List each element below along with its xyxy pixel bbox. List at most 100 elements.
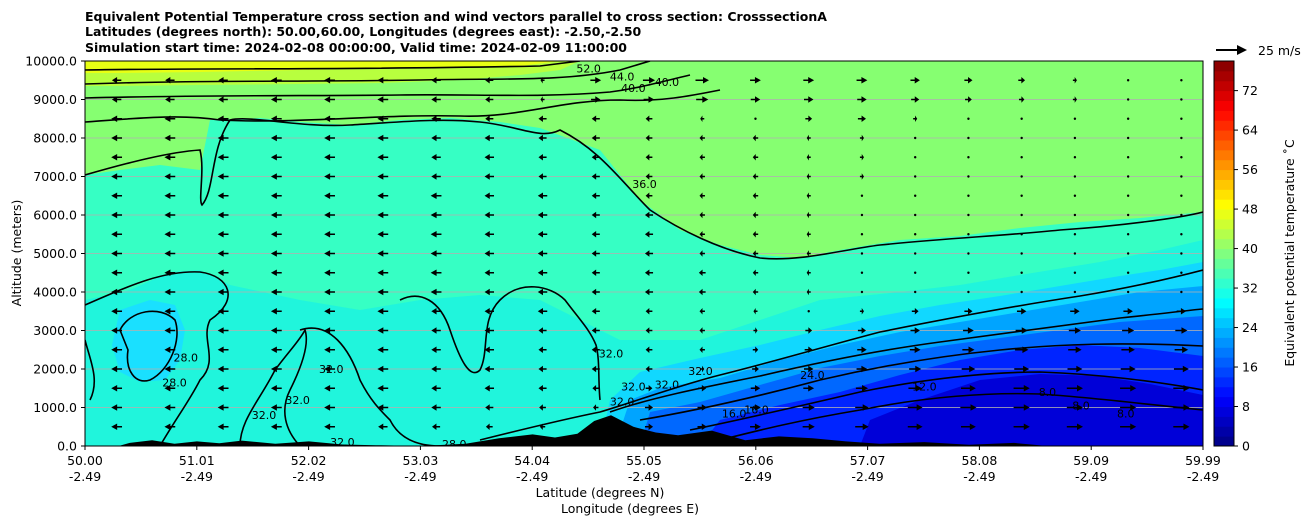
wind-vector <box>270 173 282 180</box>
wind-vector-head <box>1130 385 1137 392</box>
wind-vector <box>270 134 282 142</box>
wind-vector <box>270 385 282 392</box>
wind-vector <box>1020 117 1023 120</box>
x-tick-label-lon: -2.49 <box>628 469 660 484</box>
wind-vector <box>484 385 495 392</box>
wind-vector-head <box>164 423 171 430</box>
wind-vector-dot <box>1126 271 1130 274</box>
wind-vector <box>752 231 759 238</box>
wind-vector <box>164 308 176 315</box>
wind-vector-head <box>377 250 384 257</box>
wind-vector <box>1020 233 1023 236</box>
colorbar-tick-label: 32 <box>1242 281 1258 296</box>
wind-vector-head <box>431 365 437 373</box>
wind-vector <box>217 269 229 276</box>
wind-vector-head <box>755 327 758 334</box>
wind-vector-head <box>645 365 650 373</box>
wind-vector-head <box>324 327 331 334</box>
colorbar-segment <box>1214 357 1234 368</box>
wind-vector <box>644 288 654 296</box>
x-tick-label-lat: 52.02 <box>291 453 327 468</box>
wind-vector-head <box>537 250 543 257</box>
wind-vector <box>164 365 176 373</box>
wind-vector <box>377 211 389 219</box>
wind-vector <box>1180 271 1183 274</box>
wind-vector-head <box>111 96 118 103</box>
wind-vector <box>164 269 176 276</box>
wind-vector <box>644 423 654 430</box>
wind-vector-head <box>1183 423 1190 430</box>
wind-vector-head <box>1127 308 1133 315</box>
colorbar-segment <box>1214 436 1234 447</box>
wind-vector <box>857 346 867 353</box>
wind-vector-dot <box>967 117 970 120</box>
wind-vector <box>431 327 441 334</box>
wind-vector-head <box>324 231 331 238</box>
wind-vector-dot <box>1126 117 1130 120</box>
wind-vector <box>1015 327 1028 334</box>
wind-vector-head <box>752 134 756 142</box>
colorbar-segment <box>1214 416 1234 427</box>
wind-vector <box>1013 404 1030 411</box>
wind-vector <box>913 194 917 197</box>
wind-vector <box>859 154 864 161</box>
wind-vector <box>1020 213 1023 217</box>
wind-vector-head <box>484 231 490 238</box>
quiver-key-arrowhead <box>1237 45 1247 55</box>
wind-vector-head <box>645 346 650 353</box>
wind-vector-dot <box>1180 213 1183 217</box>
wind-vectors <box>111 77 1190 430</box>
wind-vector <box>164 385 176 392</box>
wind-vector-dot <box>1180 117 1183 120</box>
wind-vector-head <box>1182 365 1189 373</box>
colorbar-segment <box>1214 169 1234 180</box>
wind-vector <box>164 115 176 122</box>
wind-vector <box>591 250 600 257</box>
wind-vector <box>961 385 976 392</box>
y-tick-label: 2000.0 <box>33 362 77 377</box>
wind-vector-head <box>808 96 814 103</box>
colorbar-segment <box>1214 268 1234 279</box>
wind-vector <box>1073 213 1077 217</box>
contour-label: 28.0 <box>173 351 198 364</box>
wind-vector <box>111 134 123 142</box>
contour-line <box>609 308 1203 413</box>
wind-vector <box>910 77 920 84</box>
wind-vector <box>698 269 706 276</box>
wind-vector-head <box>485 423 490 430</box>
wind-vector <box>1018 96 1025 103</box>
wind-vector-head <box>702 77 709 84</box>
wind-vector-dot <box>1020 156 1023 159</box>
wind-vector <box>1121 346 1135 353</box>
wind-vector <box>644 404 654 411</box>
wind-vector <box>645 385 653 392</box>
wind-vector-head <box>806 154 809 161</box>
wind-vector-head <box>484 385 490 392</box>
wind-vector-head <box>645 115 650 122</box>
wind-vector-dot <box>1180 252 1183 255</box>
wind-vector <box>484 192 495 199</box>
wind-vector <box>1073 175 1077 178</box>
wind-vector <box>270 327 282 334</box>
wind-vector-head <box>164 327 171 334</box>
x-tick-label-lon: -2.49 <box>181 469 213 484</box>
wind-vector-head <box>700 115 703 122</box>
wind-vector <box>324 365 335 373</box>
wind-vector-dot <box>1126 213 1130 217</box>
wind-vector <box>645 154 653 161</box>
wind-vector <box>377 192 389 199</box>
contour-line <box>85 61 651 85</box>
wind-vector-head <box>377 96 384 103</box>
wind-vector <box>1180 79 1183 82</box>
wind-vector-dot <box>1180 98 1183 101</box>
wind-vector-head <box>648 423 654 430</box>
wind-vector <box>538 173 547 180</box>
wind-vector-head <box>914 77 920 84</box>
contour-lines <box>85 61 1203 446</box>
wind-vector-head <box>431 154 437 161</box>
wind-vector <box>431 385 441 392</box>
wind-vector <box>324 385 335 392</box>
wind-vector-dot <box>1020 175 1023 178</box>
colorbar-segment <box>1214 367 1234 378</box>
wind-vector-head <box>702 365 705 373</box>
